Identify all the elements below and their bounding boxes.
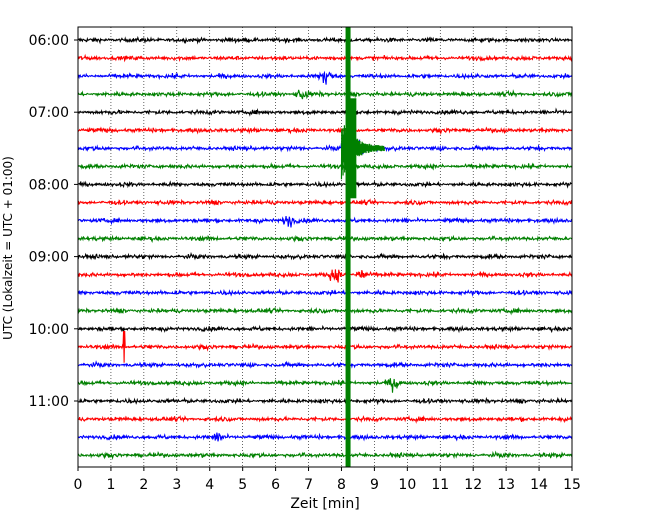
x-tick-label: 4 — [205, 477, 214, 493]
x-axis-title: Zeit [min] — [290, 496, 359, 512]
y-axis-title: UTC (Lokalzeit = UTC + 01:00) — [1, 156, 15, 340]
trace-line — [77, 138, 573, 164]
trace-line — [77, 269, 573, 283]
trace-line — [77, 107, 573, 117]
x-tick-label: 9 — [370, 477, 379, 493]
trace-line — [77, 251, 573, 261]
traces-layer — [77, 35, 573, 460]
labels-layer: 0 1 2 3 4 5 6 7 8 9 10 11 12 13 14 1506:0007:0008:0009:… — [29, 33, 581, 493]
trace-line — [77, 360, 573, 369]
trace-line — [77, 89, 573, 100]
trace-line — [77, 324, 573, 334]
trace-line — [77, 198, 573, 207]
grid-layer — [110, 27, 540, 467]
trace-line — [77, 35, 573, 45]
x-tick-label: 3 — [172, 477, 181, 493]
x-tick-label: 10 — [398, 477, 416, 493]
x-tick-label: 15 — [563, 477, 581, 493]
axes-layer — [74, 26, 573, 471]
y-tick-label: 09:00 — [29, 250, 69, 266]
trace-line — [77, 378, 573, 393]
y-tick-label: 07:00 — [29, 105, 69, 121]
earthquake-layer — [340, 27, 385, 467]
x-tick-label: 11 — [431, 477, 449, 493]
trace-line — [77, 414, 573, 424]
trace-line — [77, 180, 573, 189]
trace-line — [77, 330, 573, 363]
x-tick-label: 1 — [106, 477, 115, 493]
x-tick-label: 12 — [464, 477, 482, 493]
trace-line — [77, 432, 573, 442]
earthquake-peak — [346, 98, 357, 199]
y-tick-label: 06:00 — [29, 33, 69, 49]
trace-line — [77, 288, 573, 298]
trace-line — [77, 70, 573, 85]
x-tick-label: 0 — [74, 477, 83, 493]
trace-line — [77, 162, 573, 171]
trace-line — [77, 396, 573, 406]
y-tick-label: 08:00 — [29, 177, 69, 193]
x-tick-label: 5 — [238, 477, 247, 493]
x-tick-label: 6 — [271, 477, 280, 493]
x-tick-label: 7 — [304, 477, 313, 493]
y-tick-label: 11:00 — [29, 394, 69, 410]
x-tick-label: 13 — [497, 477, 515, 493]
plot-frame — [77, 26, 573, 468]
x-tick-label: 2 — [139, 477, 148, 493]
x-tick-label: 8 — [337, 477, 346, 493]
trace-line — [77, 126, 573, 136]
trace-line — [77, 216, 573, 228]
trace-line — [77, 53, 573, 63]
x-tick-label: 14 — [530, 477, 548, 493]
trace-line — [77, 450, 573, 460]
trace-line — [77, 306, 573, 316]
y-tick-label: 10:00 — [29, 322, 69, 338]
trace-line — [77, 234, 573, 244]
